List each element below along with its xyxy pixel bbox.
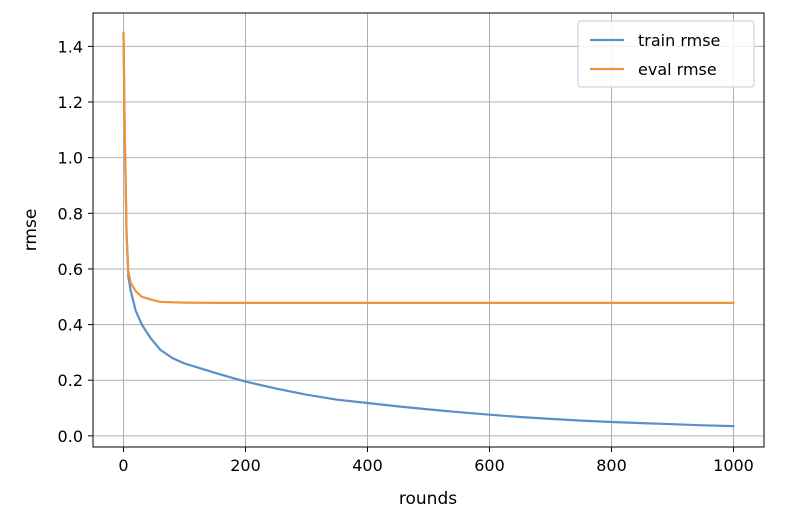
plot-frame: [92, 12, 765, 448]
y-tick-label: 0.6: [58, 260, 83, 279]
x-tick-label: 1000: [713, 456, 754, 475]
x-tick-label: 800: [596, 456, 627, 475]
y-tick-label: 1.2: [58, 93, 83, 112]
x-axis-label: rounds: [399, 489, 457, 509]
x-tick-label: 0: [118, 456, 128, 475]
legend: train rmse eval rmse: [577, 20, 755, 88]
y-tick-label: 1.0: [58, 149, 83, 168]
axis-ticks: 0 200 400 600 800 1000 0.0 0.2 0.4 0.6 0.8 1.0 1.2 1.…: [58, 37, 754, 475]
y-axis-label: rmse: [21, 209, 41, 252]
x-tick-label: 200: [230, 456, 261, 475]
legend-label-train-rmse: train rmse: [638, 31, 720, 50]
series-line-eval-rmse: [122, 31, 735, 304]
legend-box: [577, 20, 755, 88]
legend-label-eval-rmse: eval rmse: [638, 60, 717, 79]
x-tick-label: 400: [352, 456, 383, 475]
y-tick-label: 0.0: [58, 427, 83, 446]
series-lines: [122, 31, 735, 428]
y-tick-label: 0.8: [58, 204, 83, 223]
y-tick-label: 1.4: [58, 37, 83, 56]
series-line-train-rmse: [122, 31, 735, 428]
x-tick-label: 600: [474, 456, 505, 475]
y-tick-label: 0.4: [58, 316, 83, 335]
y-tick-label: 0.2: [58, 371, 83, 390]
